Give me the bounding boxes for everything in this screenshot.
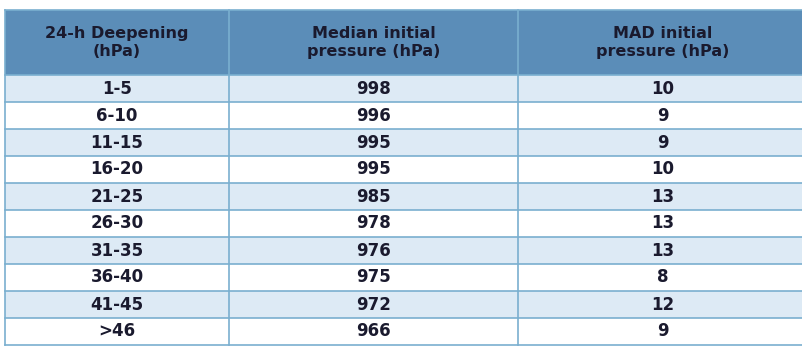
- Text: >46: >46: [99, 322, 136, 341]
- Bar: [518, 237, 802, 264]
- Text: 995: 995: [356, 161, 391, 178]
- Text: 9: 9: [657, 106, 668, 125]
- Bar: [5, 102, 229, 129]
- Bar: [518, 10, 802, 75]
- Bar: [229, 318, 518, 345]
- Bar: [5, 183, 229, 210]
- Text: Median initial
pressure (hPa): Median initial pressure (hPa): [307, 26, 440, 59]
- Bar: [518, 102, 802, 129]
- Bar: [229, 183, 518, 210]
- Text: 8: 8: [657, 268, 668, 287]
- Bar: [229, 156, 518, 183]
- Text: 16-20: 16-20: [91, 161, 144, 178]
- Text: 1-5: 1-5: [102, 79, 132, 98]
- Bar: [5, 156, 229, 183]
- Bar: [518, 75, 802, 102]
- Bar: [5, 129, 229, 156]
- Bar: [518, 291, 802, 318]
- Text: 975: 975: [356, 268, 391, 287]
- Text: 10: 10: [651, 79, 674, 98]
- Bar: [518, 183, 802, 210]
- Bar: [229, 291, 518, 318]
- Bar: [5, 318, 229, 345]
- Text: 13: 13: [651, 215, 674, 232]
- Text: 13: 13: [651, 188, 674, 205]
- Text: 21-25: 21-25: [91, 188, 144, 205]
- Text: 995: 995: [356, 133, 391, 152]
- Bar: [229, 129, 518, 156]
- Bar: [229, 210, 518, 237]
- Bar: [518, 318, 802, 345]
- Bar: [518, 264, 802, 291]
- Bar: [229, 102, 518, 129]
- Text: 998: 998: [356, 79, 391, 98]
- Text: MAD initial
pressure (hPa): MAD initial pressure (hPa): [596, 26, 729, 59]
- Text: 13: 13: [651, 241, 674, 259]
- Text: 996: 996: [356, 106, 391, 125]
- Bar: [518, 156, 802, 183]
- Bar: [229, 10, 518, 75]
- Text: 6-10: 6-10: [96, 106, 138, 125]
- Text: 978: 978: [356, 215, 391, 232]
- Text: 11-15: 11-15: [91, 133, 144, 152]
- Bar: [229, 264, 518, 291]
- Text: 41-45: 41-45: [91, 295, 144, 314]
- Text: 24-h Deepening
(hPa): 24-h Deepening (hPa): [45, 26, 188, 59]
- Bar: [5, 10, 229, 75]
- Text: 9: 9: [657, 133, 668, 152]
- Bar: [229, 237, 518, 264]
- Bar: [518, 210, 802, 237]
- Bar: [5, 237, 229, 264]
- Text: 10: 10: [651, 161, 674, 178]
- Bar: [5, 75, 229, 102]
- Bar: [518, 129, 802, 156]
- Bar: [5, 264, 229, 291]
- Bar: [229, 75, 518, 102]
- Text: 972: 972: [356, 295, 391, 314]
- Text: 12: 12: [651, 295, 674, 314]
- Text: 26-30: 26-30: [91, 215, 144, 232]
- Text: 966: 966: [356, 322, 391, 341]
- Text: 36-40: 36-40: [91, 268, 144, 287]
- Text: 31-35: 31-35: [91, 241, 144, 259]
- Text: 985: 985: [356, 188, 391, 205]
- Text: 9: 9: [657, 322, 668, 341]
- Text: 976: 976: [356, 241, 391, 259]
- Bar: [5, 210, 229, 237]
- Bar: [5, 291, 229, 318]
